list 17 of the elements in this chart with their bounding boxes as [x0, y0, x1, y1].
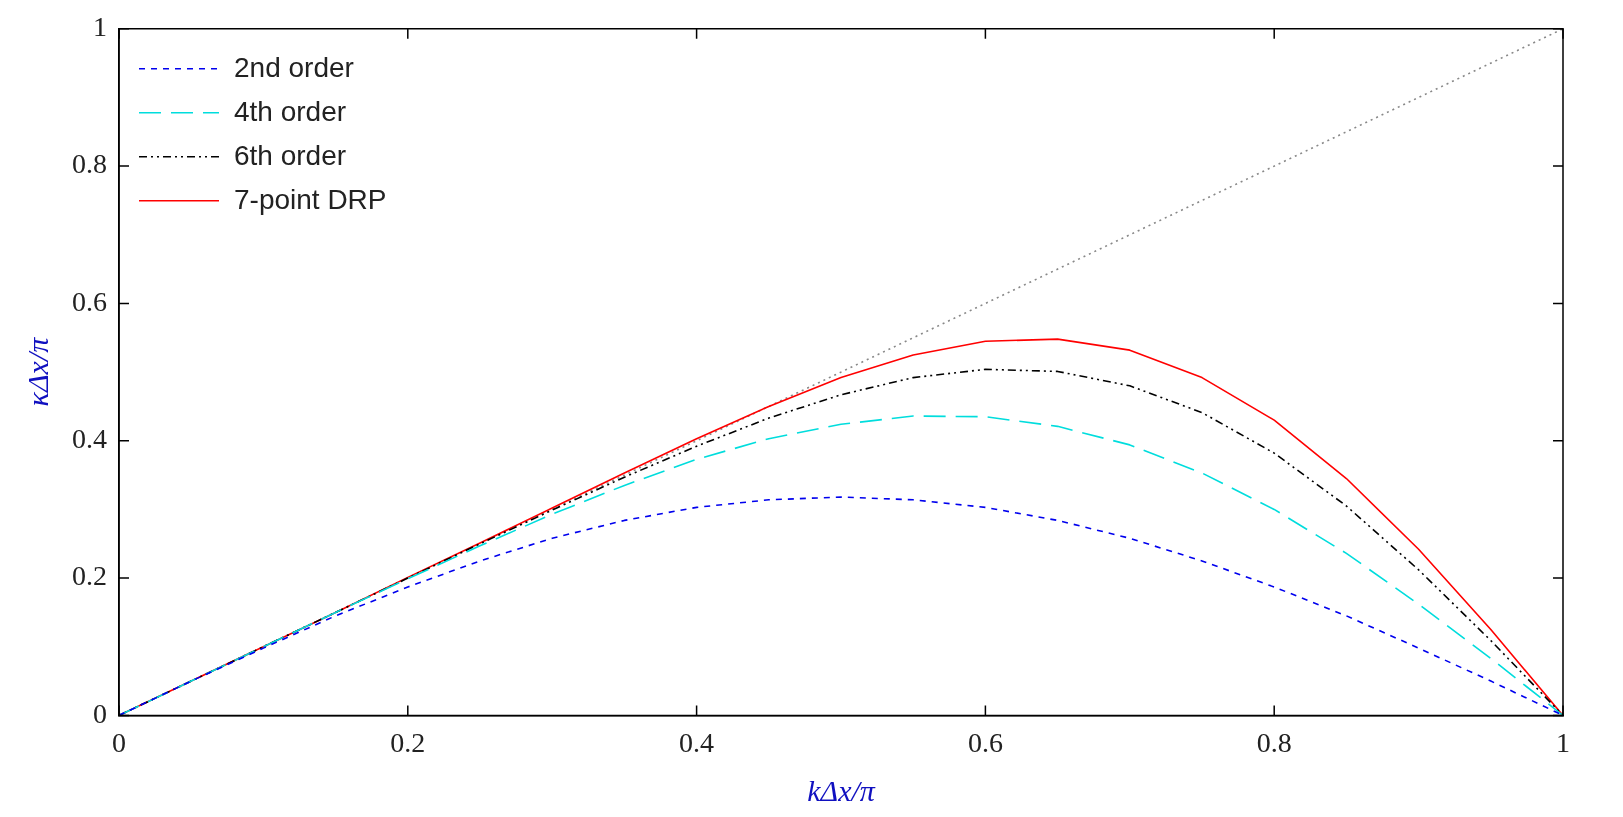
x-tick-label: 0.6: [967, 726, 1003, 758]
y-tick-label: 0.6: [72, 285, 107, 317]
legend-label: 4th order: [234, 95, 347, 127]
x-tick-label: 0.2: [390, 726, 426, 758]
legend-label: 2nd order: [234, 51, 354, 83]
y-axis-title: κΔx/π: [20, 336, 54, 407]
x-tick-label: 0.8: [1256, 726, 1292, 758]
x-tick-label: 1: [1556, 726, 1570, 758]
y-tick-label: 0.4: [72, 423, 107, 455]
y-tick-label: 0: [93, 697, 107, 729]
x-tick-label: 0.4: [679, 726, 715, 758]
legend-label: 7-point DRP: [234, 183, 387, 215]
x-axis-title: kΔx/π: [807, 773, 876, 807]
y-tick-label: 1: [93, 11, 107, 43]
y-tick-label: 0.2: [72, 560, 107, 592]
legend-label: 6th order: [234, 139, 347, 171]
y-tick-label: 0.8: [72, 148, 107, 180]
